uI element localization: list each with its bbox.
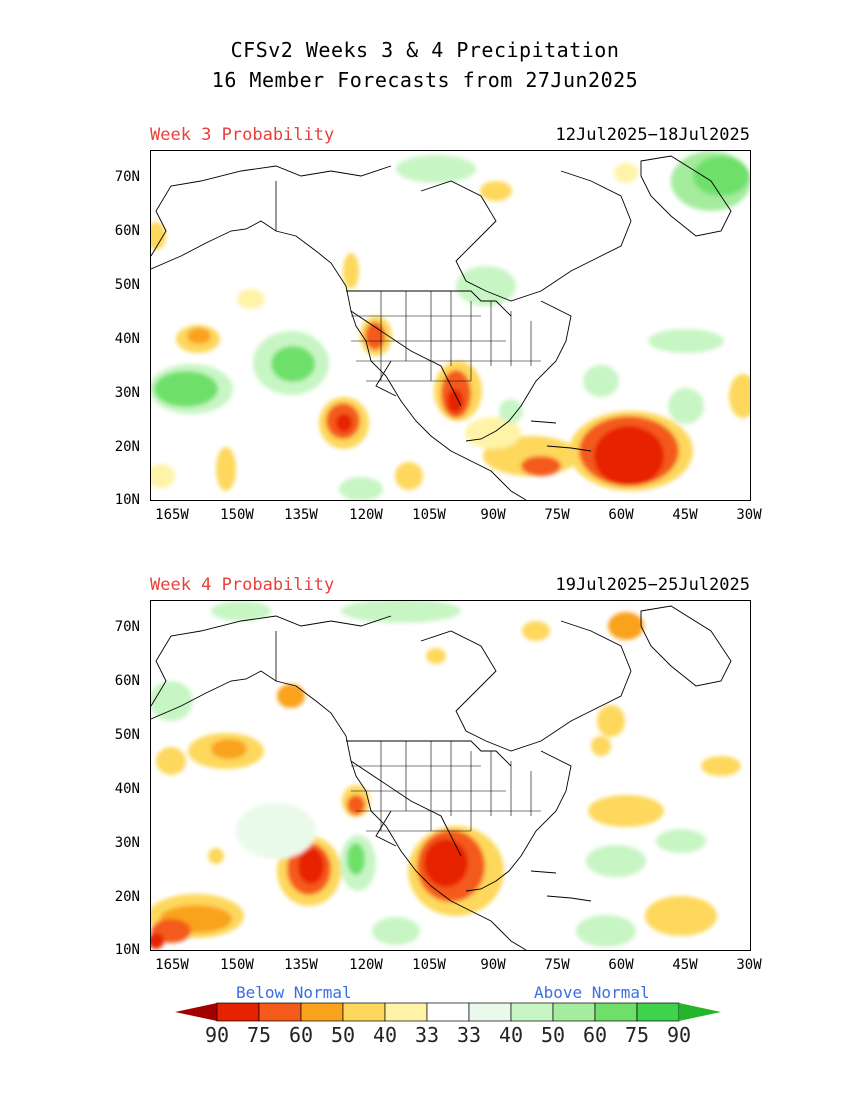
lon-tick-75w: 75W [544,957,570,973]
lon-tick-30w: 30W [736,507,762,523]
legend-arrow-above [679,1003,721,1021]
legend-value-below-75: 75 [247,1023,272,1047]
lon-tick-120w: 120W [349,507,383,523]
lat-tick-10n: 10N [114,942,140,958]
lat-tick-40n: 40N [114,781,140,797]
lon-tick-75w: 75W [544,507,570,523]
legend-swatch-below-5 [384,1002,428,1022]
week4-coastlines [151,605,732,950]
week3-state-lines [351,291,541,382]
week3-label: Week 3 Probability [150,125,335,145]
legend-value-below-50: 50 [331,1023,356,1047]
legend-arrow-below [175,1003,217,1021]
lat-tick-70n: 70N [114,169,140,185]
legend-swatch-below-2 [258,1002,302,1022]
lon-tick-135w: 135W [284,957,318,973]
lon-tick-90w: 90W [480,957,506,973]
legend-swatch-above-5 [636,1002,680,1022]
legend-value-above-75: 75 [625,1023,650,1047]
week4-map [150,600,751,951]
week4-dates: 19Jul2025−25Jul2025 [555,575,750,595]
lat-tick-50n: 50N [114,277,140,293]
lat-tick-10n: 10N [114,492,140,508]
chart-title-line-1: CFSv2 Weeks 3 & 4 Precipitation [230,38,620,62]
legend-swatch-above-4 [594,1002,638,1022]
lon-tick-45w: 45W [672,957,698,973]
legend-swatch-above-1 [468,1002,512,1022]
legend-value-above-60: 60 [583,1023,608,1047]
lat-tick-60n: 60N [114,673,140,689]
lon-tick-120w: 120W [349,957,383,973]
legend-value-below-40: 40 [373,1023,398,1047]
week4-state-lines [351,741,541,832]
week3-coastlines [151,155,732,500]
lon-tick-105w: 105W [412,507,446,523]
legend-swatch-below-3 [300,1002,344,1022]
legend-swatch-below-1 [216,1002,260,1022]
lon-tick-105w: 105W [412,957,446,973]
lon-tick-45w: 45W [672,507,698,523]
lon-tick-165w: 165W [155,507,189,523]
lon-tick-60w: 60W [608,957,634,973]
legend-swatch-above-3 [552,1002,596,1022]
legend-swatch-near-normal [426,1002,470,1022]
week3-probability-shading [151,151,750,500]
lat-tick-30n: 30N [114,385,140,401]
legend-value-above-40: 40 [499,1023,524,1047]
week3-dates: 12Jul2025−18Jul2025 [555,125,750,145]
legend-colorbar [175,1002,721,1022]
legend-swatch-below-4 [342,1002,386,1022]
lon-tick-135w: 135W [284,507,318,523]
legend-value-above-50: 50 [541,1023,566,1047]
lon-tick-60w: 60W [608,507,634,523]
lat-tick-60n: 60N [114,223,140,239]
week4-label: Week 4 Probability [150,575,335,595]
week3-map [150,150,751,501]
legend-value-below-60: 60 [289,1023,314,1047]
lat-tick-70n: 70N [114,619,140,635]
legend-value-below-33: 33 [415,1023,440,1047]
chart-title-line-2: 16 Member Forecasts from 27Jun2025 [211,68,639,92]
lat-tick-40n: 40N [114,331,140,347]
legend-below-normal-label: Below Normal [236,983,352,1002]
lat-tick-20n: 20N [114,889,140,905]
lat-tick-30n: 30N [114,835,140,851]
legend-swatch-above-2 [510,1002,554,1022]
legend-value-above-33: 33 [457,1023,482,1047]
legend-value-above-90: 90 [667,1023,692,1047]
legend-above-normal-label: Above Normal [534,983,650,1002]
lon-tick-30w: 30W [736,957,762,973]
week4-probability-shading [151,601,741,949]
lon-tick-150w: 150W [220,507,254,523]
lon-tick-90w: 90W [480,507,506,523]
lon-tick-150w: 150W [220,957,254,973]
lat-tick-20n: 20N [114,439,140,455]
legend-value-below-90: 90 [205,1023,230,1047]
lat-tick-50n: 50N [114,727,140,743]
lon-tick-165w: 165W [155,957,189,973]
